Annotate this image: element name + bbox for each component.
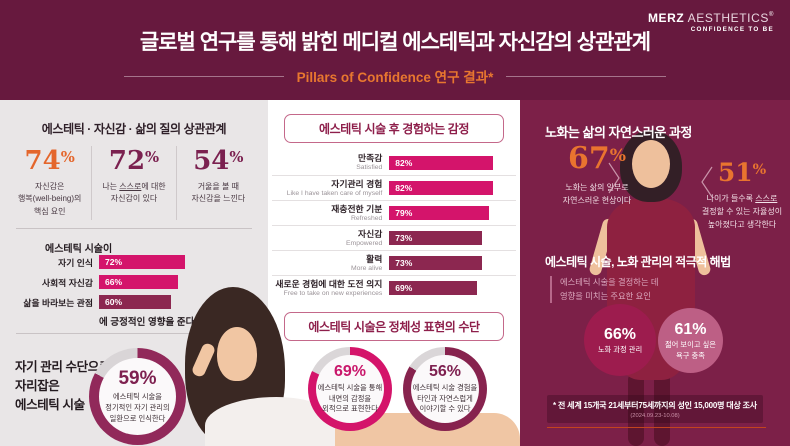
solution-subtitle: 에스테틱 시술을 결정하는 데 영향을 미치는 주요한 요인 (550, 276, 659, 304)
stat-value: 74% (24, 146, 75, 176)
young-woman-photo (175, 285, 520, 446)
stat-caption: 나는 스스로에 대한 자신감이 있다 (102, 182, 166, 204)
bar-new-experiences: 69% (389, 281, 477, 295)
merz-aesthetics-logo: MERZ AESTHETICS® CONFIDENCE TO BE (648, 12, 774, 33)
stat-value: 67% (568, 141, 626, 176)
bar-more-alive: 73% (389, 256, 482, 270)
donut-caption: 에스테틱 시술 경험을 타인과 자연스럽게 이야기할 수 있다 (412, 382, 478, 414)
donut-value: 56% (428, 362, 462, 380)
stat-caption: 노화는 삶의 일부로 자연스러운 현상이다 (562, 183, 632, 206)
header-subtitle-row: Pillars of Confidence 연구 결과* (0, 66, 790, 86)
impact-bar-chart: 자기 인식 72% 사회적 자신감 66% 삶을 바라보는 관점 60% (0, 252, 268, 312)
donut-caption: 에스테틱 시술을 정기적인 자기 관리의 일환으로 인식한다 (105, 392, 170, 423)
emotions-title-box: 에스테틱 시술 후 경험하는 감정 (284, 114, 504, 143)
stat-wellbeing: 74% 자신감은 행복(well-being)의 핵심 요인 (8, 146, 91, 220)
panel-emotions-identity: 에스테틱 시술 후 경험하는 감정 만족감 Satisfied 82% 자기관리 … (268, 100, 520, 446)
donut-caption: 에스테틱 시술을 통해 내면의 감정을 외적으로 표현한다 (317, 382, 383, 414)
subtitle-left-rule (123, 75, 284, 77)
circle-label: 젊어 보이고 싶은 욕구 충족 (664, 340, 717, 360)
chevron-left-icon (701, 166, 713, 198)
solution-title: 에스테틱 시술, 노화 관리의 적극적 해법 (545, 255, 731, 269)
bar-row: 사회적 자신감 66% (0, 272, 268, 292)
divider (16, 228, 252, 229)
stat-caption: 자신감은 행복(well-being)의 핵심 요인 (17, 182, 82, 216)
page-title: 글로벌 연구를 통해 밝힌 메디컬 에스테틱과 자신감의 상관관계 (139, 31, 651, 54)
registered-mark: ® (768, 12, 774, 18)
impact-lead-text: 에스테틱 시술이 (45, 244, 113, 255)
factor-circle-aging-management: 66% 노화 과정 관리 (584, 304, 656, 376)
bar-row: 재충전한 기분 Refreshed 79% (272, 200, 516, 225)
bar-social-confidence: 66% (99, 275, 179, 289)
bar-row: 삶을 바라보는 관점 60% (0, 292, 268, 312)
circle-value: 61% (674, 320, 707, 338)
stat-aging-natural: 67% 노화는 삶의 일부로 자연스러운 현상이다 (540, 144, 654, 207)
chevron-right-icon (608, 162, 620, 194)
stat-value: 54% (193, 146, 244, 176)
impact-tail-text: 에 긍정적인 영향을 준다. (99, 317, 197, 328)
bar-row: 새로운 경험에 대한 도전 의지 Free to take on new expe… (272, 275, 516, 300)
bar-row: 활력 More alive 73% (272, 250, 516, 275)
divider (16, 333, 252, 334)
bar-self-awareness: 72% (99, 255, 186, 269)
bar-empowered: 73% (389, 231, 482, 245)
donut-hole (411, 355, 479, 423)
correlation-stats: 74% 자신감은 행복(well-being)의 핵심 요인 72% 나는 스스… (8, 146, 260, 221)
circle-label: 노화 과정 관리 (597, 344, 643, 354)
circle-value: 66% (603, 325, 637, 343)
brand-name: MERZ AESTHETICS® (647, 11, 774, 25)
bar-life-outlook: 60% (99, 295, 171, 309)
bar-row: 만족감 Satisfied 82% (272, 150, 516, 175)
stat-mirror-confidence: 54% 거울을 볼 때 자신감을 느낀다 (175, 146, 260, 221)
bar-taken-care: 82% (389, 181, 494, 195)
stat-self-confidence: 72% 나는 스스로에 대한 자신감이 있다 (91, 146, 175, 221)
aging-title: 노화는 삶의 자연스러운 과정 (545, 125, 692, 140)
accent-rule (547, 427, 766, 428)
stat-autonomy: 51% 나이가 들수록 스스로 결정할 수 있는 자율성이 높아졌다고 생각한다 (696, 160, 788, 232)
stat-value: 51% (717, 158, 767, 187)
donut-value: 69% (333, 362, 367, 380)
donut-value: 59% (118, 368, 157, 390)
bar-row: 자신감 Empowered 73% (272, 225, 516, 250)
header: 글로벌 연구를 통해 밝힌 메디컬 에스테틱과 자신감의 상관관계 Pillar… (0, 0, 790, 100)
stat-caption: 거울을 볼 때 자신감을 느낀다 (191, 182, 246, 204)
identity-donut-talk: 56% 에스테틱 시술 경험을 타인과 자연스럽게 이야기할 수 있다 (403, 347, 487, 431)
selfcare-donut-chart: 59% 에스테틱 시술을 정기적인 자기 관리의 일환으로 인식한다 (89, 348, 186, 445)
stat-value: 72% (108, 146, 160, 176)
footnote-text: * 전 세계 15개국 21세부터75세까지의 성인 15,000명 대상 조사 (553, 401, 757, 410)
factor-circle-look-younger: 61% 젊어 보이고 싶은 욕구 충족 (658, 308, 723, 373)
identity-title-box: 에스테틱 시술은 정체성 표현의 수단 (284, 312, 504, 341)
emotions-bar-chart: 만족감 Satisfied 82% 자기관리 경험 Like I have take… (272, 150, 516, 300)
bar-refreshed: 79% (389, 206, 490, 220)
donut-hole (99, 358, 176, 435)
subtitle-right-rule (506, 75, 667, 77)
panel-aging: 노화는 삶의 자연스러운 과정 67% 노화는 삶의 일부로 자연스러운 현상이… (520, 100, 790, 446)
footnote-date: (2024.09.23-10.08) (630, 413, 680, 419)
brand-tagline: CONFIDENCE TO BE (690, 26, 774, 33)
correlation-title: 에스테틱 · 자신감 · 삶의 질의 상관관계 (41, 122, 227, 136)
bar-row: 자기관리 경험 Like I have taken care of myself … (272, 175, 516, 200)
survey-footnote: * 전 세계 15개국 21세부터75세까지의 성인 15,000명 대상 조사… (547, 395, 763, 423)
stat-caption: 나이가 들수록 스스로 결정할 수 있는 자율성이 높아졌다고 생각한다 (701, 194, 783, 230)
bar-satisfied: 82% (389, 155, 494, 170)
donut-hole (316, 355, 384, 423)
identity-donut-express: 69% 에스테틱 시술을 통해 내면의 감정을 외적으로 표현한다 (308, 347, 392, 431)
bar-row: 자기 인식 72% (0, 252, 268, 272)
header-subtitle: Pillars of Confidence 연구 결과* (296, 70, 494, 85)
